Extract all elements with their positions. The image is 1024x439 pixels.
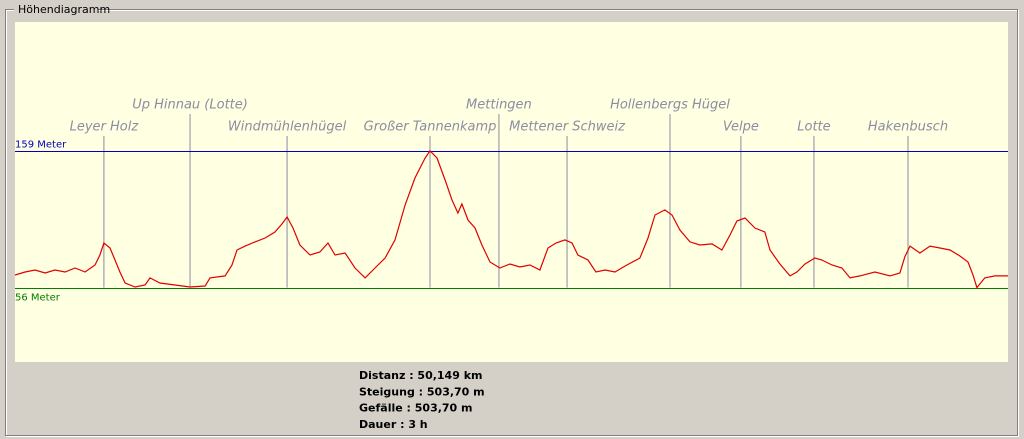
reference-label: 56 Meter <box>15 293 61 304</box>
reference-label: 159 Meter <box>15 140 67 151</box>
plot-area <box>15 22 1008 362</box>
waypoint-label: Hakenbusch <box>868 120 948 135</box>
stat-text: Gefälle : 503,70 m <box>359 402 473 415</box>
waypoint-label: Velpe <box>723 120 759 135</box>
chart-title: Höhendiagramm <box>18 3 110 16</box>
group-box-highlight <box>6 10 1019 437</box>
waypoint-label: Mettener Schweiz <box>509 120 626 135</box>
stat-text: Dauer : 3 h <box>359 418 428 431</box>
waypoint-label: Hollenbergs Hügel <box>610 98 730 113</box>
elevation-line <box>14 149 1008 289</box>
stat-text: Steigung : 503,70 m <box>359 385 485 398</box>
waypoint-label: Up Hinnau (Lotte) <box>132 98 248 113</box>
waypoint-label: Großer Tannenkamp <box>364 120 497 135</box>
group-box <box>5 9 1018 436</box>
waypoint-label: Mettingen <box>466 98 532 113</box>
waypoint-label: Lotte <box>797 120 830 135</box>
stat-text: Distanz : 50,149 km <box>359 369 482 382</box>
waypoint-label: Windmühlenhügel <box>228 120 347 135</box>
title-bg <box>14 4 98 16</box>
waypoint-label: Leyer Holz <box>70 120 140 135</box>
